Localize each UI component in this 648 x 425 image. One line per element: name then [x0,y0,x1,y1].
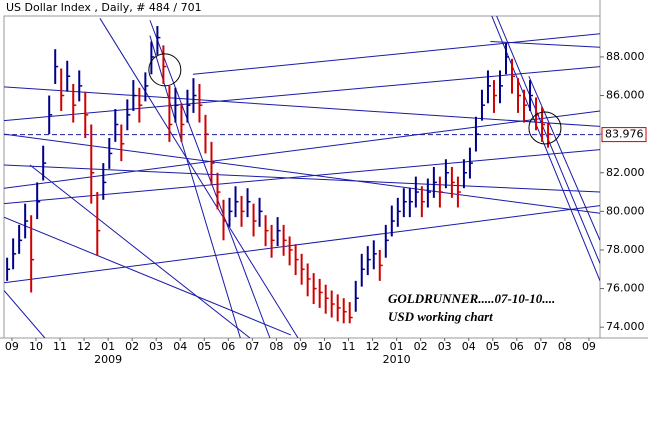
x-tick-label: 12 [366,340,380,353]
x-tick-label: 11 [53,340,67,353]
trendline [149,20,271,338]
last-price-box [601,127,647,143]
x-tick-label: 04 [462,340,476,353]
trendline [528,76,600,241]
x-tick-label: 05 [197,340,211,353]
trendline [4,133,600,214]
y-tick-label: 76.000 [606,282,645,295]
y-tick-label: 74.000 [606,320,645,333]
chart-title: US Dollar Index , Daily, # 484 / 701 [6,1,202,14]
y-tick-label: 80.000 [606,204,645,217]
trendline [4,290,46,338]
x-tick-label: 07 [245,340,259,353]
x-tick-label: 01 [390,340,404,353]
trendline [29,164,251,338]
x-tick-label: 02 [125,340,139,353]
x-tick-label: 05 [486,340,500,353]
x-tick-label: 06 [510,340,524,353]
y-tick-label: 88.000 [606,50,645,63]
x-tick-label: 08 [558,340,572,353]
last-price-label: 83.976 [605,128,644,141]
year-label: 2009 [94,353,122,366]
x-tick-label: 12 [77,340,91,353]
y-tick-label: 82.000 [606,166,645,179]
y-tick-label: 78.000 [606,243,645,256]
x-tick-label: 09 [582,340,596,353]
annotation: GOLDRUNNER.....07-10-10.... [388,291,555,306]
trendline [4,205,600,284]
x-tick-label: 11 [342,340,356,353]
x-tick-label: 06 [221,340,235,353]
x-tick-label: 09 [5,340,19,353]
trendline [4,216,292,336]
x-tick-label: 09 [293,340,307,353]
plot [4,16,600,338]
x-tick-label: 03 [149,340,163,353]
x-tick-label: 10 [29,340,43,353]
trendline [4,86,600,127]
x-tick-label: 10 [317,340,331,353]
x-tick-label: 02 [414,340,428,353]
x-tick-label: 07 [534,340,548,353]
annotation: USD working chart [388,309,493,324]
y-tick-label: 86.000 [606,89,645,102]
trendline [192,33,600,75]
trendline [99,18,299,338]
x-tick-label: 01 [101,340,115,353]
year-label: 2010 [383,353,411,366]
x-tick-label: 04 [173,340,187,353]
trendline [490,40,600,48]
x-tick-label: 03 [438,340,452,353]
annotation-circle [528,111,562,145]
x-tick-label: 08 [269,340,283,353]
annotation-circle [148,53,182,87]
